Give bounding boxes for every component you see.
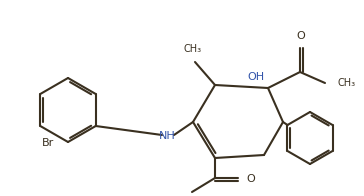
Text: NH: NH (159, 131, 176, 141)
Text: CH₃: CH₃ (184, 44, 202, 54)
Text: OH: OH (247, 72, 264, 82)
Text: O: O (246, 174, 255, 184)
Text: CH₃: CH₃ (337, 78, 355, 88)
Text: Br: Br (42, 138, 54, 148)
Text: O: O (297, 31, 305, 41)
